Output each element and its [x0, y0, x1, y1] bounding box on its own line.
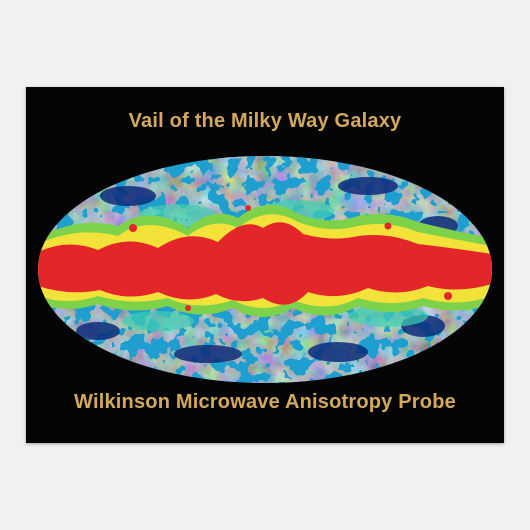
poster-subtitle: Wilkinson Microwave Anisotropy Probe — [74, 391, 456, 413]
poster-panel: Vail of the Milky Way Galaxy — [26, 87, 504, 443]
wmap-sky-map — [38, 156, 492, 383]
sky-map-content — [38, 156, 492, 383]
poster-title: Vail of the Milky Way Galaxy — [128, 110, 402, 132]
